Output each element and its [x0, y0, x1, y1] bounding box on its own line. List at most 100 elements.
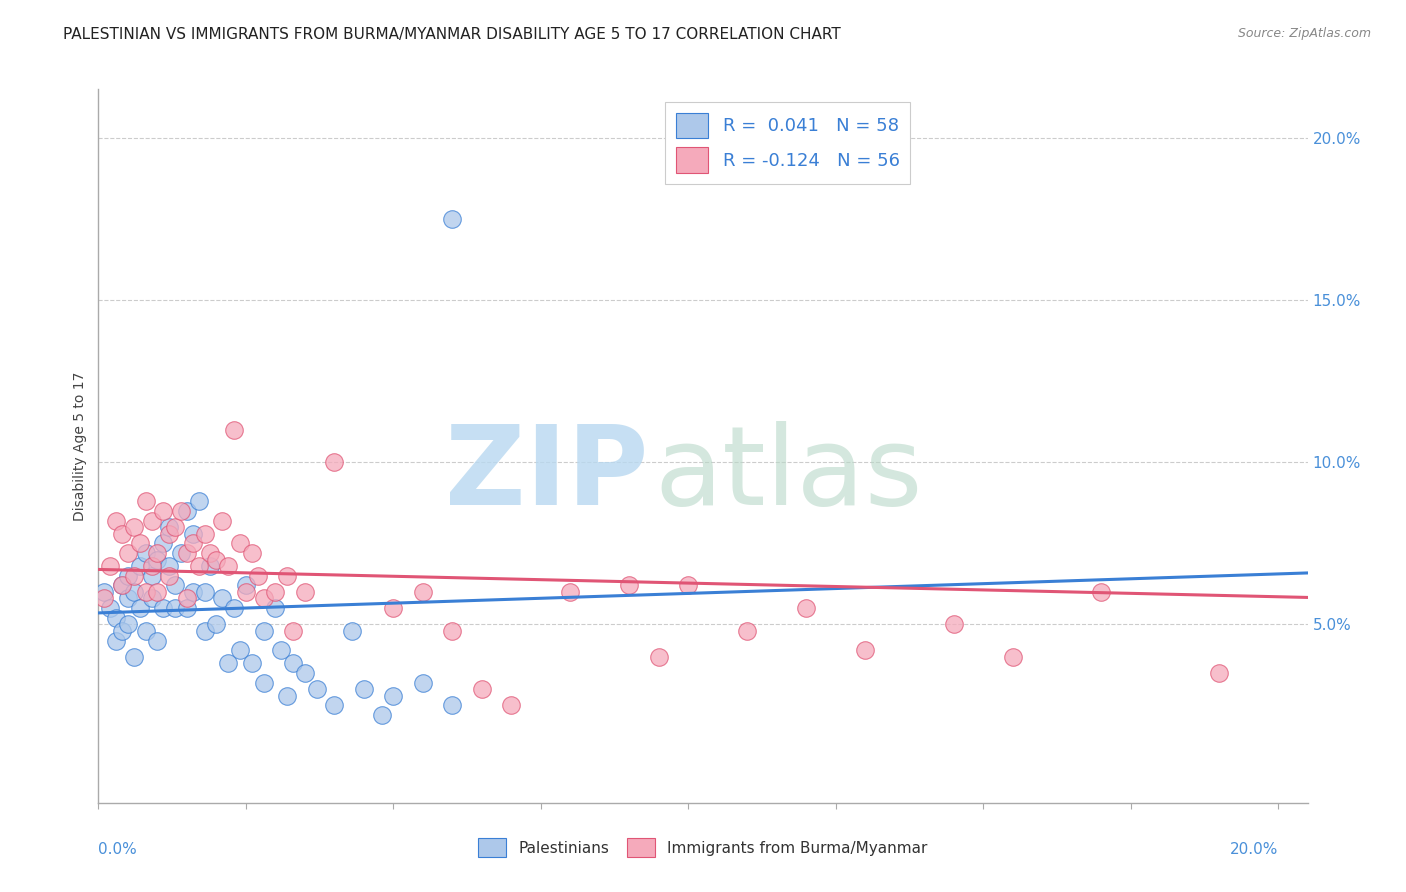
Point	[111, 624, 134, 638]
Point	[235, 578, 257, 592]
Y-axis label: Disability Age 5 to 17: Disability Age 5 to 17	[73, 371, 87, 521]
Point	[270, 643, 292, 657]
Point	[501, 698, 523, 713]
Point	[281, 657, 304, 671]
Point	[152, 504, 174, 518]
Point	[200, 559, 222, 574]
Point	[165, 601, 187, 615]
Point	[323, 698, 346, 713]
Point	[276, 568, 298, 582]
Legend: Palestinians, Immigrants from Burma/Myanmar: Palestinians, Immigrants from Burma/Myan…	[472, 832, 934, 863]
Point	[205, 617, 228, 632]
Point	[111, 526, 134, 541]
Point	[211, 514, 233, 528]
Point	[194, 624, 217, 638]
Point	[246, 568, 269, 582]
Point	[181, 585, 204, 599]
Point	[176, 504, 198, 518]
Point	[105, 611, 128, 625]
Point	[157, 568, 180, 582]
Point	[252, 591, 274, 606]
Point	[146, 546, 169, 560]
Point	[122, 585, 145, 599]
Point	[135, 494, 157, 508]
Point	[1208, 666, 1230, 681]
Point	[353, 682, 375, 697]
Point	[98, 559, 121, 574]
Point	[117, 617, 139, 632]
Point	[194, 585, 217, 599]
Point	[441, 698, 464, 713]
Point	[194, 526, 217, 541]
Point	[157, 559, 180, 574]
Text: Source: ZipAtlas.com: Source: ZipAtlas.com	[1237, 27, 1371, 40]
Point	[222, 601, 245, 615]
Point	[135, 546, 157, 560]
Point	[117, 568, 139, 582]
Point	[165, 578, 187, 592]
Point	[105, 514, 128, 528]
Point	[264, 601, 287, 615]
Point	[619, 578, 641, 592]
Point	[111, 578, 134, 592]
Point	[117, 546, 139, 560]
Point	[323, 455, 346, 469]
Point	[93, 585, 115, 599]
Point	[217, 559, 239, 574]
Point	[382, 601, 405, 615]
Point	[170, 546, 193, 560]
Point	[560, 585, 582, 599]
Point	[1090, 585, 1112, 599]
Point	[340, 624, 363, 638]
Point	[176, 546, 198, 560]
Point	[441, 211, 464, 226]
Point	[98, 601, 121, 615]
Text: ZIP: ZIP	[446, 421, 648, 528]
Point	[229, 536, 252, 550]
Point	[235, 585, 257, 599]
Point	[735, 624, 758, 638]
Point	[181, 536, 204, 550]
Point	[105, 633, 128, 648]
Point	[157, 526, 180, 541]
Point	[170, 504, 193, 518]
Point	[276, 689, 298, 703]
Point	[187, 559, 209, 574]
Point	[441, 624, 464, 638]
Point	[648, 649, 671, 664]
Point	[187, 494, 209, 508]
Point	[240, 546, 263, 560]
Point	[141, 514, 163, 528]
Point	[122, 568, 145, 582]
Text: PALESTINIAN VS IMMIGRANTS FROM BURMA/MYANMAR DISABILITY AGE 5 TO 17 CORRELATION : PALESTINIAN VS IMMIGRANTS FROM BURMA/MYA…	[63, 27, 841, 42]
Point	[141, 559, 163, 574]
Point	[128, 559, 150, 574]
Point	[117, 591, 139, 606]
Point	[471, 682, 494, 697]
Point	[141, 591, 163, 606]
Point	[141, 568, 163, 582]
Point	[281, 624, 304, 638]
Point	[128, 536, 150, 550]
Point	[93, 591, 115, 606]
Point	[165, 520, 187, 534]
Point	[146, 585, 169, 599]
Point	[205, 552, 228, 566]
Point	[146, 552, 169, 566]
Point	[157, 520, 180, 534]
Point	[794, 601, 817, 615]
Text: 20.0%: 20.0%	[1230, 842, 1278, 856]
Point	[382, 689, 405, 703]
Point	[111, 578, 134, 592]
Point	[678, 578, 700, 592]
Point	[252, 624, 274, 638]
Point	[412, 585, 434, 599]
Text: atlas: atlas	[655, 421, 924, 528]
Point	[176, 591, 198, 606]
Point	[181, 526, 204, 541]
Point	[305, 682, 328, 697]
Point	[122, 520, 145, 534]
Point	[152, 536, 174, 550]
Point	[146, 633, 169, 648]
Point	[1001, 649, 1024, 664]
